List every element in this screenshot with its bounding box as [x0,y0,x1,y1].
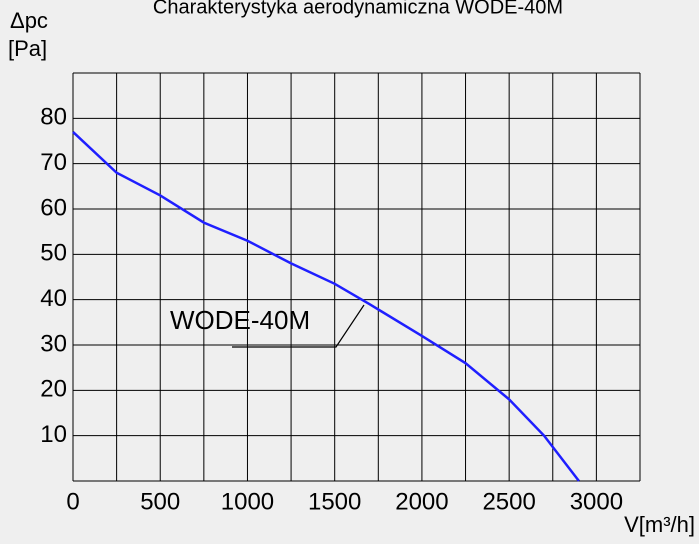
x-tick-label: 500 [140,488,180,515]
y-tick-label: 20 [40,376,67,403]
leader-line [232,304,365,348]
x-tick-label: 3000 [570,488,623,515]
y-tick-label: 60 [40,194,67,221]
x-tick-label: 2000 [395,488,448,515]
y-tick-label: 10 [40,421,67,448]
chart-title: Charakterystyka aerodynamiczna WODE-40M [153,0,563,18]
x-tick-label: 1000 [221,488,274,515]
x-tick-label: 0 [66,488,79,515]
x-tick-label: 1500 [308,488,361,515]
y-tick-label: 50 [40,240,67,267]
x-axis-label: V[m³/h] [624,512,695,537]
annotation: WODE-40M [170,305,310,335]
y-axis-label: Δpc [10,8,48,33]
curve [72,131,580,482]
x-tick-label: 2500 [482,488,535,515]
y-axis-unit: [Pa] [8,36,47,61]
y-tick-label: 30 [40,330,67,357]
y-tick-label: 70 [40,149,67,176]
y-tick-label: 80 [40,104,67,131]
y-tick-label: 40 [40,285,67,312]
